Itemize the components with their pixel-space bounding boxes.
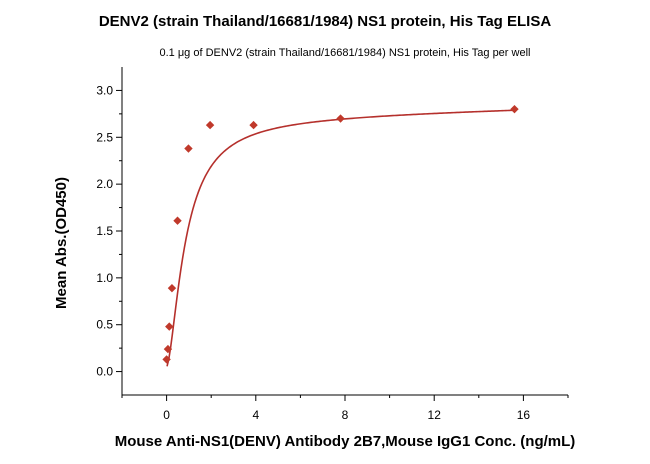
y-tick-label: 0.0 (96, 365, 113, 379)
data-point (184, 144, 193, 153)
data-point (165, 322, 174, 331)
y-tick-label: 0.5 (96, 318, 113, 332)
y-tick-label: 1.5 (96, 224, 113, 238)
y-tick-label: 3.0 (96, 83, 113, 97)
data-point (205, 120, 215, 130)
x-tick-label: 4 (252, 408, 259, 422)
data-point (162, 355, 171, 364)
x-axis-label: Mouse Anti-NS1(DENV) Antibody 2B7,Mouse … (115, 433, 576, 450)
x-tick-label: 0 (163, 408, 170, 422)
x-tick-label: 8 (342, 408, 349, 422)
data-points (162, 104, 519, 364)
y-axis-label: Mean Abs.(OD450) (53, 177, 70, 309)
data-point (336, 114, 345, 123)
data-point (173, 216, 182, 225)
y-tick-label: 1.0 (96, 271, 113, 285)
data-point (167, 283, 177, 293)
data-point (510, 104, 519, 114)
data-point (163, 344, 173, 354)
y-ticks: 0.0 0.5 1.0 1.5 2.0 2.5 3.0 (96, 83, 122, 379)
data-point (249, 120, 258, 130)
chart-subtitle: 0.1 μg of DENV2 (strain Thailand/16681/1… (160, 47, 531, 59)
y-tick-label: 2.5 (96, 130, 113, 144)
x-ticks: 0 4 8 12 16 (121, 395, 569, 422)
fit-curve (166, 109, 515, 367)
x-tick-label: 12 (428, 408, 442, 422)
y-tick-label: 2.0 (96, 177, 113, 191)
x-tick-label: 16 (517, 408, 531, 422)
chart-title: DENV2 (strain Thailand/16681/1984) NS1 p… (99, 13, 552, 30)
axes (121, 67, 568, 396)
